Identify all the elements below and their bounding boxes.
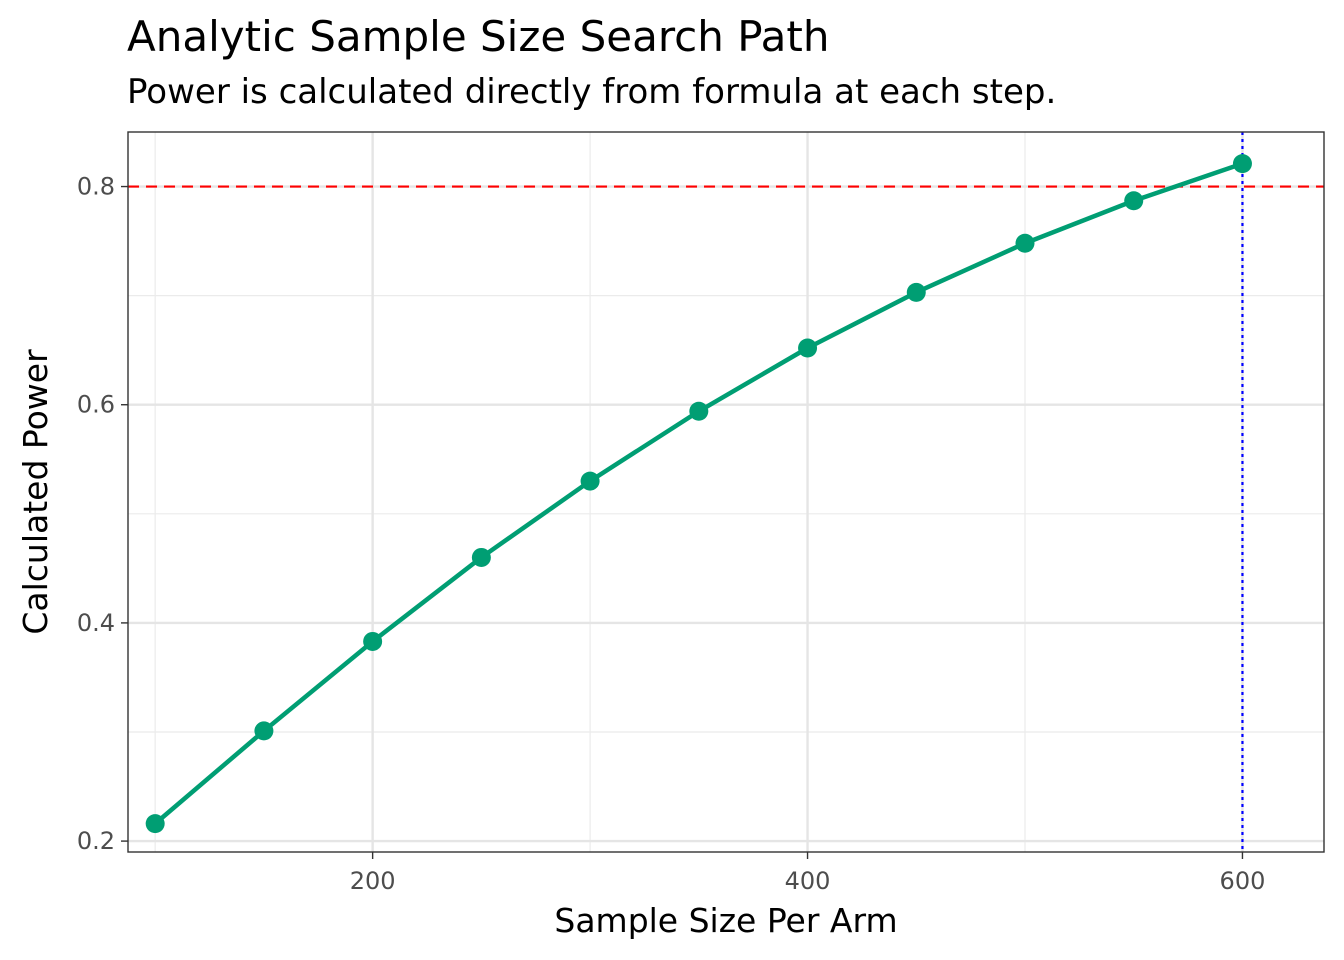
grid-lines (128, 132, 1324, 852)
power-data-point (471, 547, 491, 567)
power-data-point (580, 471, 600, 491)
y-axis-title: Calculated Power (16, 349, 55, 635)
x-tick-label: 600 (1220, 867, 1266, 895)
reference-lines (128, 132, 1324, 852)
y-tick-label: 0.8 (77, 173, 115, 201)
power-data-point (906, 282, 926, 302)
power-data-point (1124, 191, 1144, 211)
chart-subtitle: Power is calculated directly from formul… (127, 72, 1057, 112)
power-data-point (145, 814, 165, 834)
y-tick-label: 0.4 (77, 609, 115, 637)
power-data-point (1232, 154, 1252, 174)
x-axis-title: Sample Size Per Arm (554, 901, 897, 940)
x-tick-label: 200 (350, 867, 396, 895)
power-data-point (798, 338, 818, 358)
panel-border (127, 131, 1325, 853)
power-data-point (254, 721, 274, 741)
series-layer (145, 154, 1252, 834)
y-tick-label: 0.6 (77, 391, 115, 419)
x-tick-label: 400 (785, 867, 831, 895)
chart-title: Analytic Sample Size Search Path (127, 12, 830, 61)
power-data-point (689, 401, 709, 421)
axes: 200 400 600 0.2 0.4 0.6 0.8 (77, 173, 1266, 895)
power-series-line (153, 161, 1244, 826)
power-data-point (363, 631, 383, 651)
power-data-point (1015, 233, 1035, 253)
y-tick-label: 0.2 (77, 827, 115, 855)
